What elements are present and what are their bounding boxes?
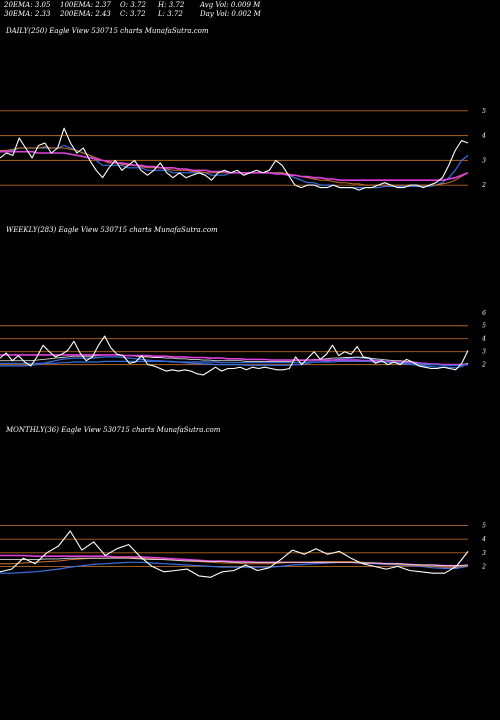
y-tick-label: 3 — [482, 349, 486, 356]
y-tick-label: 4 — [481, 133, 486, 140]
day-vol-stat: Day Vol: 0.002 M — [200, 10, 261, 18]
price-line — [0, 530, 469, 578]
ema-orange-line — [0, 146, 469, 186]
stats-header: 20EMA: 3.05 30EMA: 2.33 100EMA: 2.37 200… — [0, 0, 500, 20]
ema-blue-line — [0, 144, 469, 189]
low-stat: L: 3.72 — [158, 10, 183, 18]
avg-vol-stat: Avg Vol: 0.009 M — [200, 1, 261, 9]
ema30-stat: 30EMA: 2.33 — [4, 10, 51, 18]
y-tick-label: 5 — [482, 323, 486, 330]
y-tick-label: 2 — [481, 362, 486, 369]
open-stat: O: 3.72 — [120, 1, 146, 9]
panel-title: DAILY(250) Eagle View 530715 charts Muna… — [5, 27, 209, 35]
price-line — [0, 127, 469, 191]
ema-white-line — [0, 557, 469, 567]
y-tick-label: 3 — [482, 550, 486, 557]
ema-blue-line — [0, 561, 469, 574]
y-tick-label: 3 — [482, 157, 486, 164]
panel-title: WEEKLY(283) Eagle View 530715 charts Mun… — [6, 226, 218, 234]
y-tick-label: 4 — [481, 336, 486, 343]
ema-white-line — [0, 354, 469, 366]
ema20-stat: 20EMA: 3.05 — [4, 1, 51, 9]
panel-title: MONTHLY(36) Eagle View 530715 charts Mun… — [5, 426, 221, 434]
y-tick-label: 5 — [482, 523, 486, 530]
ema-magenta-line — [0, 150, 469, 181]
y-tick-label: 4 — [481, 536, 486, 543]
y-tick-label: 2 — [481, 182, 486, 189]
close-stat: C: 3.72 — [120, 10, 146, 18]
y-tick-label: 6 — [482, 310, 486, 317]
high-stat: H: 3.72 — [158, 1, 185, 9]
price-line — [0, 335, 469, 376]
ema-magenta-line — [0, 354, 468, 366]
y-tick-label: 5 — [482, 108, 486, 115]
y-tick-label: 2 — [481, 563, 486, 570]
ema200-stat: 200EMA: 2.43 — [60, 10, 111, 18]
ema100-stat: 100EMA: 2.37 — [60, 1, 111, 9]
ema-blue-line — [0, 360, 469, 366]
